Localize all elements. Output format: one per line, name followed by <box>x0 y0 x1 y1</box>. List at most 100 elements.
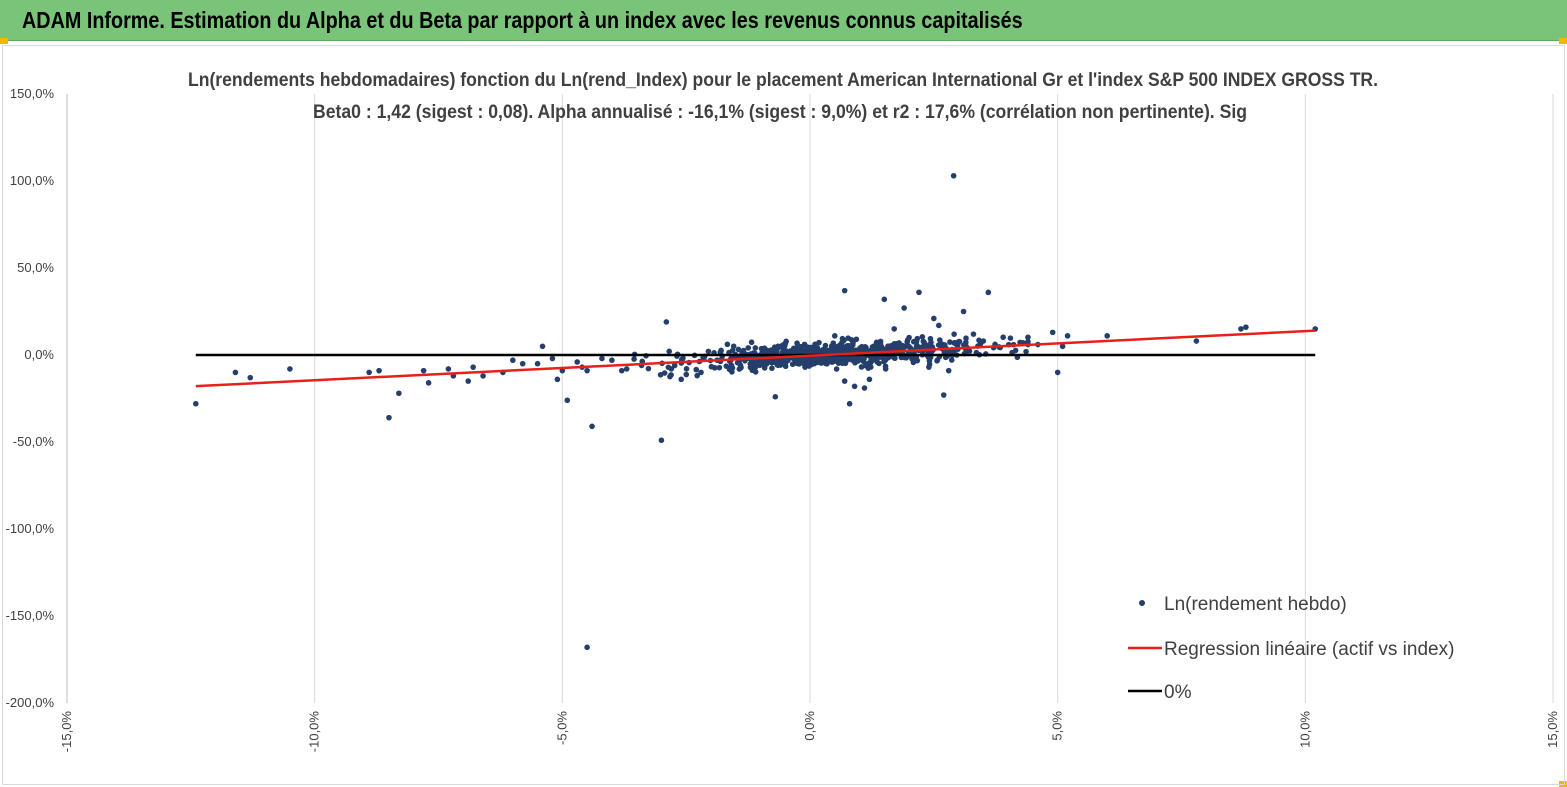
scatter-point <box>757 362 763 369</box>
scatter-point <box>794 340 800 347</box>
scatter-point <box>926 364 932 370</box>
y-tick-label: 0,0% <box>24 347 54 362</box>
scatter-point <box>948 357 955 363</box>
scatter-point <box>882 366 889 372</box>
scatter-point <box>510 357 516 364</box>
scatter-point <box>956 338 963 345</box>
legend-marker-scatter <box>1139 600 1145 606</box>
scatter-point <box>802 364 808 370</box>
scatter-point <box>247 374 254 381</box>
chart-frame <box>2 45 1565 785</box>
scatter-point <box>951 331 957 337</box>
y-tick-label: -150,0% <box>6 608 55 623</box>
scatter-point <box>818 349 825 355</box>
scatter-point <box>694 372 700 379</box>
scatter-point <box>693 366 700 373</box>
scatter-point <box>827 358 834 365</box>
scatter-point <box>853 347 859 354</box>
scatter-point <box>801 356 808 363</box>
scatter-point <box>868 356 874 362</box>
series-lines <box>195 329 1316 388</box>
scatter-point <box>931 315 937 322</box>
scatter-point <box>366 369 372 376</box>
scatter-point <box>833 366 840 372</box>
scatter-point <box>980 338 987 344</box>
scatter-point <box>940 392 947 398</box>
scatter-point <box>376 367 382 374</box>
scatter-point <box>748 339 755 346</box>
scatter-point <box>724 341 731 348</box>
corner-marker-left <box>0 38 8 44</box>
scatter-point <box>445 366 452 372</box>
scatter-point <box>839 346 846 352</box>
scatter-point <box>881 296 888 303</box>
scatter-point <box>708 363 715 370</box>
y-tick-label: -50,0% <box>13 434 55 449</box>
scatter-point <box>589 423 595 430</box>
scatter-point <box>663 319 670 325</box>
scatter-point <box>950 172 957 179</box>
scatter-point <box>939 341 945 347</box>
scatter-point <box>658 437 665 444</box>
scatter-point <box>862 347 869 353</box>
scatter-point <box>1000 334 1006 341</box>
scatter-point <box>1025 334 1031 341</box>
scatter-point <box>730 343 737 350</box>
scatter-point <box>734 359 741 366</box>
scatter-point <box>861 385 868 391</box>
scatter-point <box>866 376 873 383</box>
scatter-point <box>761 345 768 351</box>
scatter-point <box>752 345 759 351</box>
legend-label-scatter: Ln(rendement hebdo) <box>1164 594 1347 615</box>
scatter-point <box>539 343 546 350</box>
scatter-point <box>848 337 855 343</box>
scatter-point <box>891 326 898 332</box>
scatter-point <box>584 367 590 374</box>
scatter-point <box>623 366 630 372</box>
scatter-point <box>678 376 685 383</box>
grid-lines <box>66 94 1554 703</box>
y-tick-label: -100,0% <box>6 521 55 536</box>
scatter-point <box>668 366 675 372</box>
scatter-point <box>564 397 571 404</box>
scatter-point <box>1023 348 1029 355</box>
scatter-point <box>574 359 580 365</box>
scatter-point <box>470 364 476 370</box>
scatter-point <box>945 367 952 374</box>
scatter-point <box>480 373 486 379</box>
scatter-point <box>913 338 920 345</box>
scatter-point <box>192 400 199 407</box>
scatter-point <box>874 359 880 365</box>
axes: -15,0% -10,0% -5,0% 0,0% 5,0% 10,0% 15,0% 150,0… <box>6 86 1560 752</box>
scatter-point <box>829 347 835 354</box>
scatter-point <box>839 339 845 346</box>
scatter-point <box>836 357 843 364</box>
scatter-point <box>1064 333 1071 339</box>
scatter-point <box>232 369 239 376</box>
scatter-point <box>1243 324 1249 330</box>
scatter-point <box>1104 333 1110 339</box>
scatter-points <box>192 172 1319 651</box>
scatter-point <box>922 342 929 349</box>
regression-line <box>195 329 1316 388</box>
scatter-point <box>963 348 970 355</box>
scatter-point <box>645 365 652 372</box>
scatter-point <box>947 339 953 345</box>
scatter-point <box>774 362 781 368</box>
scatter-point <box>876 343 883 350</box>
scatter-point <box>831 333 838 339</box>
scatter-point <box>792 359 798 365</box>
scatter-point <box>970 331 977 337</box>
scatter-point <box>793 345 800 351</box>
scatter-point <box>823 360 829 367</box>
scatter-point <box>425 380 432 386</box>
scatter-point <box>729 369 735 375</box>
scatter-point <box>631 356 637 362</box>
scatter-point <box>960 308 967 315</box>
scatter-point <box>937 337 943 343</box>
scatter-point <box>1059 343 1066 350</box>
scatter-point <box>618 367 625 374</box>
scatter-point <box>1238 326 1244 332</box>
scatter-point <box>1025 338 1031 345</box>
